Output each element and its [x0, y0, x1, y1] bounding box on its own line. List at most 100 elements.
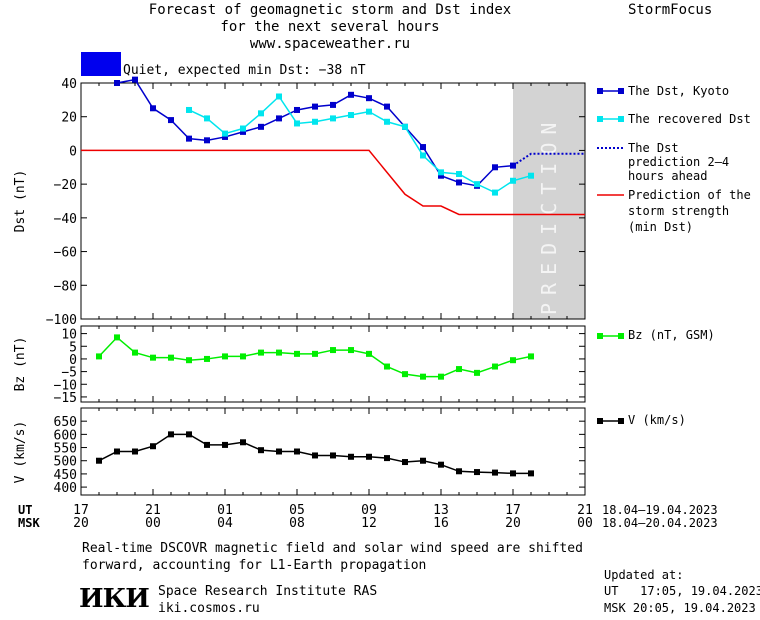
data-point-dst-0 — [420, 144, 426, 151]
y-tick-label-v: 550 — [54, 442, 77, 457]
y-axis-label-v: V (km/s) — [13, 421, 28, 484]
msk-date-range: 18.04–20.04.2023 — [602, 516, 718, 530]
series-line-dst-1 — [188, 95, 532, 194]
prediction-band — [513, 83, 585, 319]
data-point-dst-0 — [384, 103, 390, 110]
status-color-swatch — [81, 52, 121, 76]
data-point-v-0 — [510, 470, 516, 477]
footer-note-line-1: Real-time DSCOVR magnetic field and sola… — [82, 541, 583, 556]
data-point-bz-0 — [402, 371, 408, 378]
series-line-dst-3 — [81, 149, 585, 216]
legend-label-dst-kyoto: The Dst, Kyoto — [628, 84, 730, 98]
data-point-dst-1 — [510, 177, 516, 184]
data-point-v-0 — [474, 469, 480, 476]
panel-bz-frame — [80, 325, 586, 403]
msk-tick-label: 20 — [505, 516, 521, 531]
website-link[interactable]: www.spaceweather.ru — [249, 36, 411, 52]
legend-mark-speed-start — [597, 418, 603, 424]
data-point-dst-0 — [168, 117, 174, 124]
ut-tick-label: 01 — [217, 503, 233, 518]
data-point-v-0 — [420, 457, 426, 464]
data-point-bz-0 — [96, 353, 102, 360]
data-point-dst-0 — [294, 106, 300, 113]
data-point-bz-0 — [258, 349, 264, 356]
data-point-dst-0 — [312, 103, 318, 110]
series-line-bz-0 — [98, 336, 532, 378]
y-tick-label-dst: 40 — [61, 77, 77, 92]
data-point-dst-1 — [384, 118, 390, 125]
data-point-dst-1 — [348, 112, 354, 119]
data-point-dst-0 — [222, 133, 228, 140]
footer-note-line-2: forward, accounting for L1-Earth propaga… — [82, 558, 427, 573]
msk-tick-label: 12 — [361, 516, 377, 531]
data-point-dst-1 — [294, 120, 300, 127]
y-axis-label-bz: Bz (nT) — [13, 337, 28, 392]
data-point-dst-1 — [240, 125, 246, 132]
updated-ut-time: UT 17:05, 19.04.2023 — [604, 584, 760, 598]
data-point-dst-0 — [240, 128, 246, 135]
msk-tick-label: 00 — [577, 516, 593, 531]
data-point-dst-0 — [492, 164, 498, 171]
data-point-bz-0 — [438, 373, 444, 380]
data-point-bz-0 — [420, 373, 426, 380]
iki-logo: ИКИ — [79, 584, 150, 614]
data-point-dst-0 — [204, 137, 210, 144]
institute-name: Space Research Institute RAS — [158, 584, 378, 599]
data-point-dst-1 — [402, 123, 408, 130]
y-tick-label-dst: −100 — [46, 313, 77, 328]
y-tick-label-bz: −10 — [54, 378, 77, 393]
y-tick-label-dst: −40 — [54, 212, 77, 227]
legend-mark-bz-start — [597, 333, 603, 339]
data-point-bz-0 — [456, 366, 462, 373]
data-point-dst-1 — [456, 171, 462, 178]
data-point-dst-0 — [114, 80, 120, 86]
legend-label-dst-prediction: The Dst prediction 2–4 hours ahead — [628, 141, 730, 183]
msk-tick-label: 00 — [145, 516, 161, 531]
updated-label: Updated at: — [604, 568, 684, 582]
series-line-dst-0 — [116, 78, 514, 187]
data-point-dst-1 — [474, 181, 480, 188]
institute-website-link[interactable]: iki.cosmos.ru — [158, 601, 260, 616]
y-tick-label-dst: 20 — [61, 111, 77, 126]
msk-tick-label: 16 — [433, 516, 449, 531]
ut-tick-label: 17 — [505, 503, 521, 518]
data-point-bz-0 — [366, 350, 372, 357]
data-point-bz-0 — [330, 347, 336, 354]
data-point-v-0 — [492, 469, 498, 476]
y-tick-label-v: 400 — [54, 481, 77, 496]
ut-tick-label: 21 — [145, 503, 161, 518]
data-point-dst-0 — [366, 95, 372, 102]
data-point-bz-0 — [492, 363, 498, 370]
y-tick-label-v: 450 — [54, 468, 77, 483]
data-point-bz-0 — [474, 369, 480, 376]
y-tick-label-dst: −20 — [54, 178, 77, 193]
data-point-bz-0 — [204, 355, 210, 362]
data-point-v-0 — [222, 441, 228, 448]
ut-date-range: 18.04–19.04.2023 — [602, 503, 718, 517]
data-point-dst-1 — [420, 152, 426, 159]
chart-title-line-1: Forecast of geomagnetic storm and Dst in… — [148, 2, 512, 18]
ut-tick-label: 21 — [577, 503, 593, 518]
data-point-bz-0 — [114, 334, 120, 341]
legend-mark-speed-end — [618, 418, 624, 424]
data-point-dst-0 — [186, 135, 192, 142]
y-tick-label-bz: −15 — [54, 391, 77, 406]
y-tick-label-bz: 10 — [61, 328, 77, 343]
data-point-v-0 — [312, 452, 318, 459]
data-point-dst-1 — [438, 169, 444, 176]
data-point-v-0 — [240, 439, 246, 446]
y-tick-label-bz: 0 — [69, 353, 77, 368]
ut-tick-label: 17 — [73, 503, 89, 518]
msk-tick-label: 04 — [217, 516, 233, 531]
brand-name: StormFocus — [628, 2, 713, 18]
data-point-v-0 — [366, 453, 372, 460]
data-point-bz-0 — [312, 350, 318, 357]
data-point-dst-1 — [186, 106, 192, 113]
data-point-dst-0 — [132, 76, 138, 83]
data-point-v-0 — [168, 431, 174, 438]
data-point-bz-0 — [222, 353, 228, 360]
data-point-v-0 — [528, 470, 534, 477]
legend-label-speed: V (km/s) — [628, 413, 686, 427]
data-point-dst-1 — [204, 115, 210, 122]
y-tick-label-bz: −5 — [61, 366, 77, 381]
